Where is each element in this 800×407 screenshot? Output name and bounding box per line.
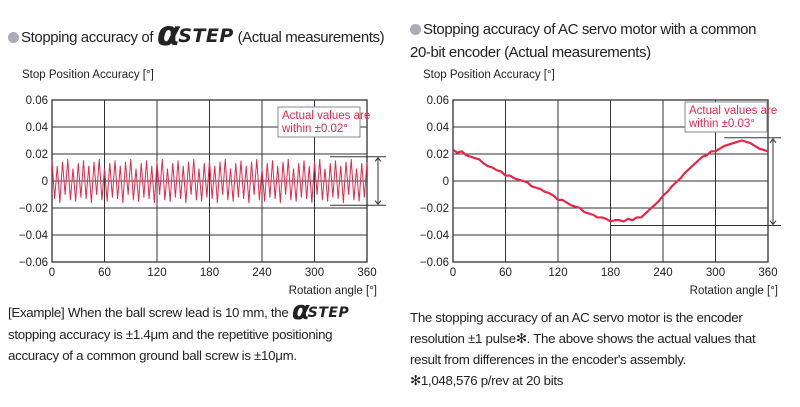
x-axis-label: Rotation angle [°] (690, 285, 778, 297)
x-tick-label: 120 (548, 267, 567, 279)
annotation-text: Actual values are (282, 110, 370, 122)
annotation-text: within ±0.02° (281, 123, 348, 135)
bullet-icon (410, 24, 421, 35)
y-tick-label: −0.04 (19, 230, 49, 242)
alphastep-logo: αSTEP (156, 14, 234, 54)
alphastep-chart: Stop Position Accuracy [°] 0 60 120 180 240 30… (19, 69, 386, 297)
y-tick-label: −0.06 (420, 257, 449, 269)
annotation-box (684, 101, 768, 133)
x-tick-label: 0 (49, 267, 55, 279)
y-tick-label: −0.04 (420, 230, 450, 242)
data-series-line (452, 139, 769, 223)
x-tick-label: 120 (147, 267, 166, 279)
y-tick-label: 0.06 (427, 95, 449, 107)
plot-frame (51, 99, 368, 263)
x-tick-label: 360 (758, 267, 777, 279)
annotation-text: Actual values are (689, 105, 777, 117)
annotation-text: within ±0.03° (688, 118, 755, 130)
data-series-line (51, 158, 368, 204)
x-tick-label: 180 (601, 267, 620, 279)
y-tick-label: −0.02 (19, 203, 48, 215)
x-tick-label: 240 (653, 267, 672, 279)
x-tick-label: 300 (305, 267, 324, 279)
y-axis-label: Stop Position Accuracy [°] (423, 69, 555, 81)
x-axis-label: Rotation angle [°] (289, 285, 377, 297)
y-tick-label: 0 (443, 176, 449, 188)
alphastep-logo: αSTEP (291, 296, 350, 326)
y-tick-label: 0.02 (26, 149, 48, 161)
x-tick-label: 240 (252, 267, 271, 279)
y-tick-label: 0.02 (427, 149, 449, 161)
x-tick-label: 180 (200, 267, 219, 279)
y-tick-label: −0.06 (19, 257, 48, 269)
annotation-box (277, 106, 361, 138)
plot-frame (452, 99, 769, 263)
x-tick-label: 60 (499, 267, 512, 279)
y-axis-label: Stop Position Accuracy [°] (22, 69, 154, 81)
x-tick-label: 300 (706, 267, 725, 279)
right-description: The stopping accuracy of an AC servo mot… (410, 310, 756, 388)
right-chart-title: Stopping accuracy of AC servo motor with… (410, 21, 757, 61)
bullet-icon (8, 32, 19, 43)
y-tick-label: 0.06 (26, 95, 48, 107)
x-tick-label: 0 (450, 267, 456, 279)
x-tick-label: 60 (98, 267, 111, 279)
x-tick-label: 360 (357, 267, 376, 279)
servo-chart: Stop Position Accuracy [°] 0 60 120 180 240 30… (420, 69, 781, 297)
left-chart-title: Stopping accuracy of αSTEP (Actual measu… (8, 14, 385, 54)
y-tick-label: 0 (42, 176, 48, 188)
y-tick-label: 0.04 (26, 122, 49, 134)
y-tick-label: −0.02 (420, 203, 449, 215)
left-description: [Example] When the ball screw lead is 10… (8, 296, 350, 363)
y-tick-label: 0.04 (427, 122, 450, 134)
